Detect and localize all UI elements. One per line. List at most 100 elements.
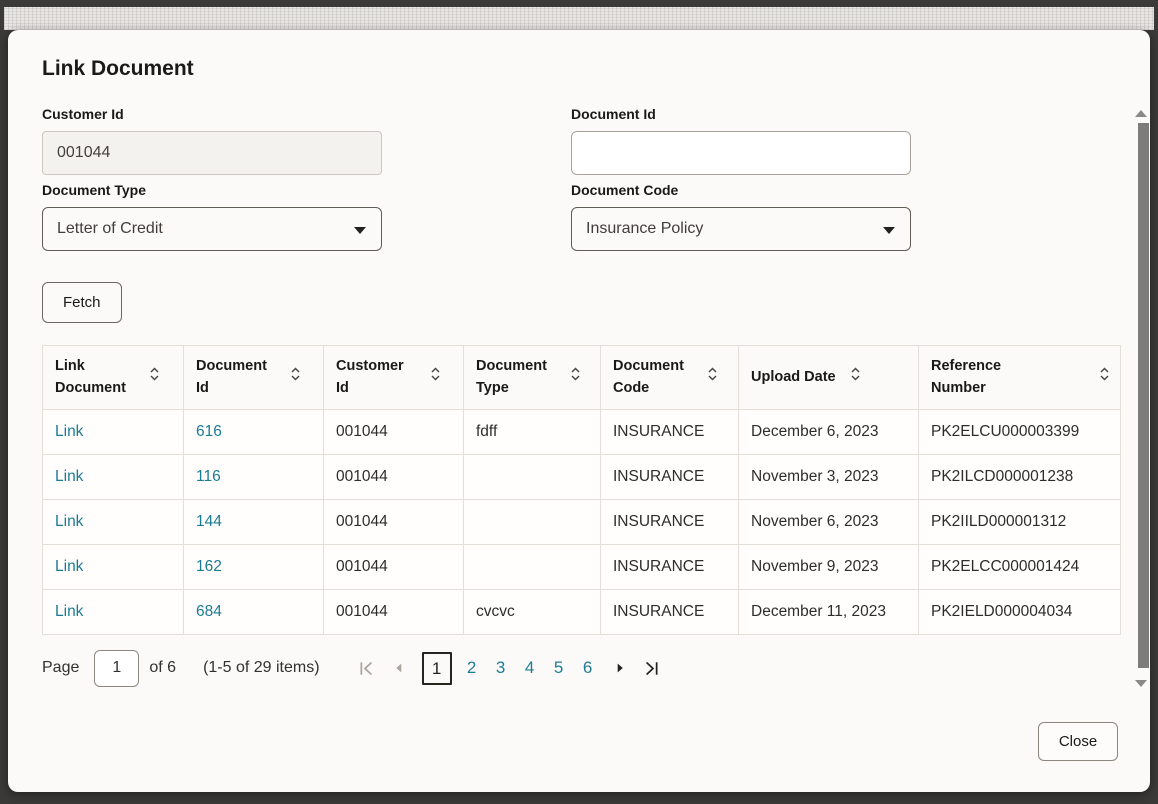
previous-page-glyph [395,663,401,673]
document-type-select[interactable]: Letter of Credit [42,207,382,251]
table-header: Link Document Document Id Customer Id Do… [42,345,1121,410]
cell-document-id: 116 [183,454,324,500]
sort-icon [570,365,581,390]
document-id-link[interactable]: 144 [196,513,222,530]
customer-id-field: Customer Id [42,106,382,175]
caret-down-icon [354,227,366,234]
cell-document-type: cvcvc [463,589,601,635]
cell-document-type [463,499,601,545]
dialog-title: Link Document [42,57,194,80]
link-document-dialog: Link Document Customer Id Document Id Do… [8,30,1150,792]
document-type-field: Document Type Letter of Credit [42,182,382,251]
document-code-label: Document Code [571,182,679,198]
document-code-select[interactable]: Insurance Policy [571,207,911,251]
cell-document-type [463,454,601,500]
page-number[interactable]: 2 [466,658,477,677]
cell-reference-number: PK2ELCU000003399 [918,409,1121,455]
page-label: Page [42,659,80,676]
column-header-link-document[interactable]: Link Document [42,345,184,410]
sort-icon [1099,365,1110,390]
document-id-link[interactable]: 116 [196,468,221,485]
sort-icon [430,365,441,390]
last-page-glyph [646,661,658,675]
column-header-document-code[interactable]: Document Code [600,345,739,410]
cell-document-code: INSURANCE [600,589,739,635]
column-header-reference-number[interactable]: Reference Number [918,345,1121,410]
cell-link: Link [42,499,184,545]
previous-page-icon[interactable] [390,660,408,676]
cell-document-code: INSURANCE [600,409,739,455]
document-type-value: Letter of Credit [57,220,163,237]
documents-table: Link Document Document Id Customer Id Do… [42,345,1121,635]
link-action[interactable]: Link [55,558,84,575]
document-code-value: Insurance Policy [586,220,704,237]
link-action[interactable]: Link [55,603,84,620]
page-input[interactable] [94,649,140,687]
table-row: Link 116 001044 INSURANCE November 3, 2023 PK… [42,454,1121,500]
link-action[interactable]: Link [55,423,84,440]
page-total-label: of 6 [149,659,177,676]
cell-customer-id: 001044 [323,409,464,455]
page-number-current[interactable]: 1 [421,651,452,685]
document-type-label: Document Type [42,182,146,198]
table-body: Link 616 001044 fdff INSURANCE December 6, 20… [42,409,1121,635]
caret-down-icon [883,227,895,234]
customer-id-label: Customer Id [42,106,124,122]
fetch-button[interactable]: Fetch [42,282,122,323]
cell-customer-id: 001044 [323,589,464,635]
cell-customer-id: 001044 [323,499,464,545]
items-range-label: (1-5 of 29 items) [203,659,320,676]
column-header-customer-id[interactable]: Customer Id [323,345,464,410]
scrollbar-thumb[interactable] [1138,123,1149,668]
page-number[interactable]: 6 [582,658,593,677]
sort-icon [149,365,160,390]
scrollbar-down-icon[interactable] [1135,680,1147,687]
link-action[interactable]: Link [55,468,84,485]
cell-upload-date: December 6, 2023 [738,409,919,455]
cell-reference-number: PK2ELCC000001424 [918,544,1121,590]
column-header-document-id[interactable]: Document Id [183,345,324,410]
sort-icon [850,365,861,390]
page-number[interactable]: 5 [553,658,564,677]
document-code-field: Document Code Insurance Policy [571,182,911,251]
close-button[interactable]: Close [1038,722,1118,761]
scrollbar-up-icon[interactable] [1135,110,1147,117]
cell-document-code: INSURANCE [600,544,739,590]
cell-document-id: 144 [183,499,324,545]
document-id-input[interactable] [571,131,911,175]
column-header-document-type[interactable]: Document Type [463,345,601,410]
link-action[interactable]: Link [55,513,84,530]
customer-id-input[interactable] [42,131,382,175]
first-page-glyph [360,661,373,675]
cell-document-id: 616 [183,409,324,455]
cell-document-type: fdff [463,409,601,455]
cell-customer-id: 001044 [323,544,464,590]
cell-upload-date: November 9, 2023 [738,544,919,590]
cell-link: Link [42,544,184,590]
cell-document-type [463,544,601,590]
table-row: Link 616 001044 fdff INSURANCE December 6, 20… [42,409,1121,455]
cell-upload-date: December 11, 2023 [738,589,919,635]
cell-link: Link [42,454,184,500]
page-number[interactable]: 4 [524,658,535,677]
table-row: Link 144 001044 INSURANCE November 6, 2023 PK… [42,499,1121,545]
document-id-link[interactable]: 616 [196,423,222,440]
cell-upload-date: November 6, 2023 [738,499,919,545]
column-header-upload-date[interactable]: Upload Date [738,345,919,410]
first-page-icon[interactable] [358,660,376,676]
document-id-link[interactable]: 162 [196,558,222,575]
next-page-icon[interactable] [611,660,629,676]
page-number[interactable]: 3 [495,658,506,677]
cell-document-id: 162 [183,544,324,590]
cell-customer-id: 001044 [323,454,464,500]
sort-icon [707,365,718,390]
cell-link: Link [42,589,184,635]
document-id-link[interactable]: 684 [196,603,222,620]
cell-document-code: INSURANCE [600,454,739,500]
next-page-glyph [617,663,623,673]
table-row: Link 684 001044 cvcvc INSURANCE December 11, … [42,589,1121,635]
last-page-icon[interactable] [643,660,661,676]
